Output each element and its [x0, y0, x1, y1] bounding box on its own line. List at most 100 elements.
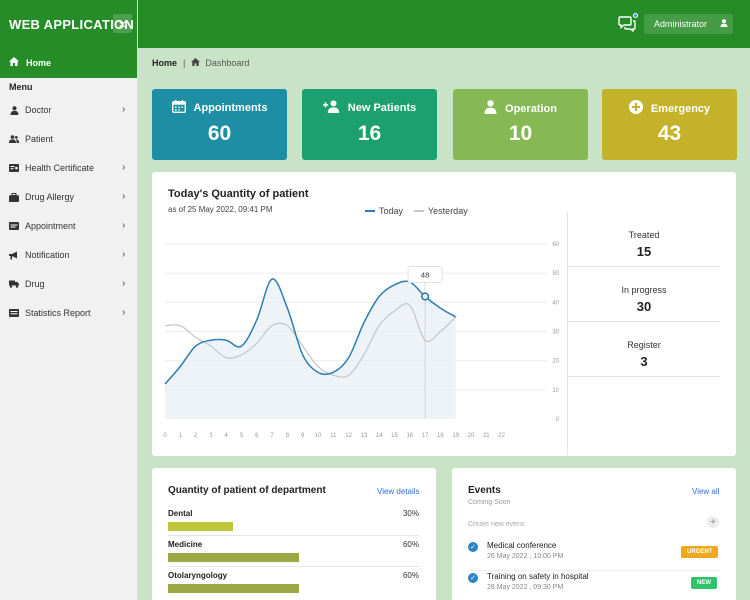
chevron-right-icon: › [122, 249, 126, 260]
user-menu-button[interactable]: Administrator [644, 14, 733, 34]
chevron-right-icon: › [122, 104, 126, 115]
x-tick-label: 15 [391, 433, 398, 439]
department-row: Medicine 60% [168, 536, 419, 567]
y-tick-label: 40 [552, 300, 559, 306]
legend-today[interactable]: Today [365, 206, 403, 216]
event-time: 26 May 2022 , 10:00 PM [487, 553, 564, 560]
x-tick-label: 12 [345, 433, 352, 439]
event-item[interactable]: ✓ Medical conference 26 May 2022 , 10:00… [468, 541, 720, 572]
tooltip-marker [421, 292, 430, 301]
stat-label: Register [627, 340, 661, 350]
stat-label: In progress [621, 285, 667, 295]
add-event-button[interactable]: + [707, 516, 719, 528]
y-tick-label: 0 [556, 417, 560, 423]
appointment-icon [9, 222, 19, 230]
sidebar-item-statistics-report[interactable]: Statistics Report › [0, 302, 137, 324]
department-percent: 60% [402, 540, 419, 549]
x-tick-label: 14 [376, 433, 383, 439]
x-tick-label: 4 [225, 433, 229, 439]
check-circle-icon: ✓ [468, 542, 478, 552]
close-sidebar-button[interactable]: × [113, 14, 132, 33]
sidebar-item-label: Drug [25, 279, 45, 289]
sidebar-item-health-certificate[interactable]: Health Certificate › [0, 157, 137, 179]
breadcrumb-current: Dashboard [205, 58, 250, 68]
x-tick-label: 13 [361, 433, 368, 439]
sidebar-item-label: Health Certificate [25, 163, 95, 173]
event-badge: NEW [691, 577, 717, 589]
tile-operation[interactable]: Operation 10 [453, 89, 588, 160]
sidebar-item-home[interactable]: Home [0, 48, 137, 78]
legend-swatch [414, 210, 424, 212]
department-card: Quantity of patient of department View d… [152, 468, 436, 600]
divider [468, 570, 720, 571]
legend-label: Today [379, 206, 404, 216]
tile-value: 60 [207, 122, 232, 145]
patient-icon [9, 135, 19, 143]
x-tick-label: 10 [315, 433, 322, 439]
sidebar-item-drug[interactable]: Drug › [0, 273, 137, 295]
sidebar-item-label: Appointment [25, 221, 76, 231]
events-title: Events [468, 485, 501, 496]
chevron-right-icon: › [122, 220, 126, 231]
create-event-input[interactable]: Create new evens [468, 521, 525, 528]
chevron-right-icon: › [122, 307, 126, 318]
department-name: Dental [168, 509, 193, 518]
sidebar-item-label: Patient [25, 134, 54, 144]
y-tick-label: 50 [552, 271, 559, 277]
home-icon [9, 57, 20, 69]
tile-value: 10 [508, 122, 533, 145]
x-tick-label: 1 [179, 433, 183, 439]
sidebar-item-doctor[interactable]: Doctor › [0, 99, 137, 121]
sidebar-item-appointment[interactable]: Appointment › [0, 215, 137, 237]
series-line-yesterday [164, 302, 457, 378]
view-details-link[interactable]: View details [377, 487, 420, 496]
x-tick-label: 6 [255, 433, 259, 439]
x-tick-label: 20 [468, 433, 475, 439]
event-title: Training on safety in hospital [487, 572, 589, 581]
department-bar [168, 522, 234, 531]
breadcrumb-home[interactable]: Home [152, 58, 178, 68]
breadcrumb-separator: | [183, 58, 186, 68]
tooltip-value: 48 [421, 271, 429, 280]
sidebar-item-label: Doctor [25, 105, 52, 115]
sidebar-item-notification[interactable]: Notification › [0, 244, 137, 266]
x-tick-label: 8 [286, 433, 290, 439]
department-percent: 60% [402, 571, 419, 580]
home-icon [191, 58, 201, 68]
department-percent: 30% [402, 509, 419, 518]
sidebar-item-label: Drug Allergy [25, 192, 75, 202]
event-item[interactable]: ✓ Training on safety in hospital 28 May … [468, 572, 720, 600]
y-tick-label: 20 [552, 359, 559, 365]
tile-label: Operation [505, 102, 557, 115]
tile-emergency[interactable]: Emergency 43 [602, 89, 737, 160]
events-subtitle: Coming Soon [468, 499, 511, 506]
stat-value: 3 [640, 354, 648, 369]
x-tick-label: 11 [330, 433, 337, 439]
x-tick-label: 9 [301, 433, 305, 439]
tile-appointments[interactable]: Appointments 60 [152, 89, 287, 160]
y-tick-label: 60 [552, 242, 559, 248]
chart-subtitle: as of 25 May 2022, 09:41 PM [168, 205, 273, 214]
tooltip-box [407, 266, 443, 283]
sidebar-item-patient[interactable]: Patient [0, 128, 137, 150]
chat-icon[interactable] [618, 12, 639, 33]
report-icon [9, 309, 19, 317]
tile-new-patients[interactable]: New Patients 16 [302, 89, 437, 160]
x-tick-label: 7 [270, 433, 274, 439]
y-tick-label: 10 [552, 388, 559, 394]
stats-panel: Treated 15 In progress 30 Register 3 [567, 212, 720, 455]
top-bar: Administrator [138, 0, 750, 48]
tile-label: New Patients [347, 102, 417, 114]
chevron-right-icon: › [122, 278, 126, 289]
chevron-right-icon: › [122, 191, 126, 202]
event-time: 28 May 2022 , 09:30 PM [487, 584, 564, 591]
view-all-link[interactable]: View all [692, 487, 720, 496]
tile-value: 16 [357, 122, 382, 145]
events-card: Events Coming Soon View all Create new e… [452, 468, 736, 600]
plus-circle-icon [628, 100, 643, 117]
sidebar-item-label: Home [26, 58, 52, 68]
tile-label: Emergency [650, 102, 711, 115]
chevron-right-icon: › [122, 162, 126, 173]
legend-yesterday[interactable]: Yesterday [414, 206, 468, 216]
sidebar-item-drug-allergy[interactable]: Drug Allergy › [0, 186, 137, 208]
